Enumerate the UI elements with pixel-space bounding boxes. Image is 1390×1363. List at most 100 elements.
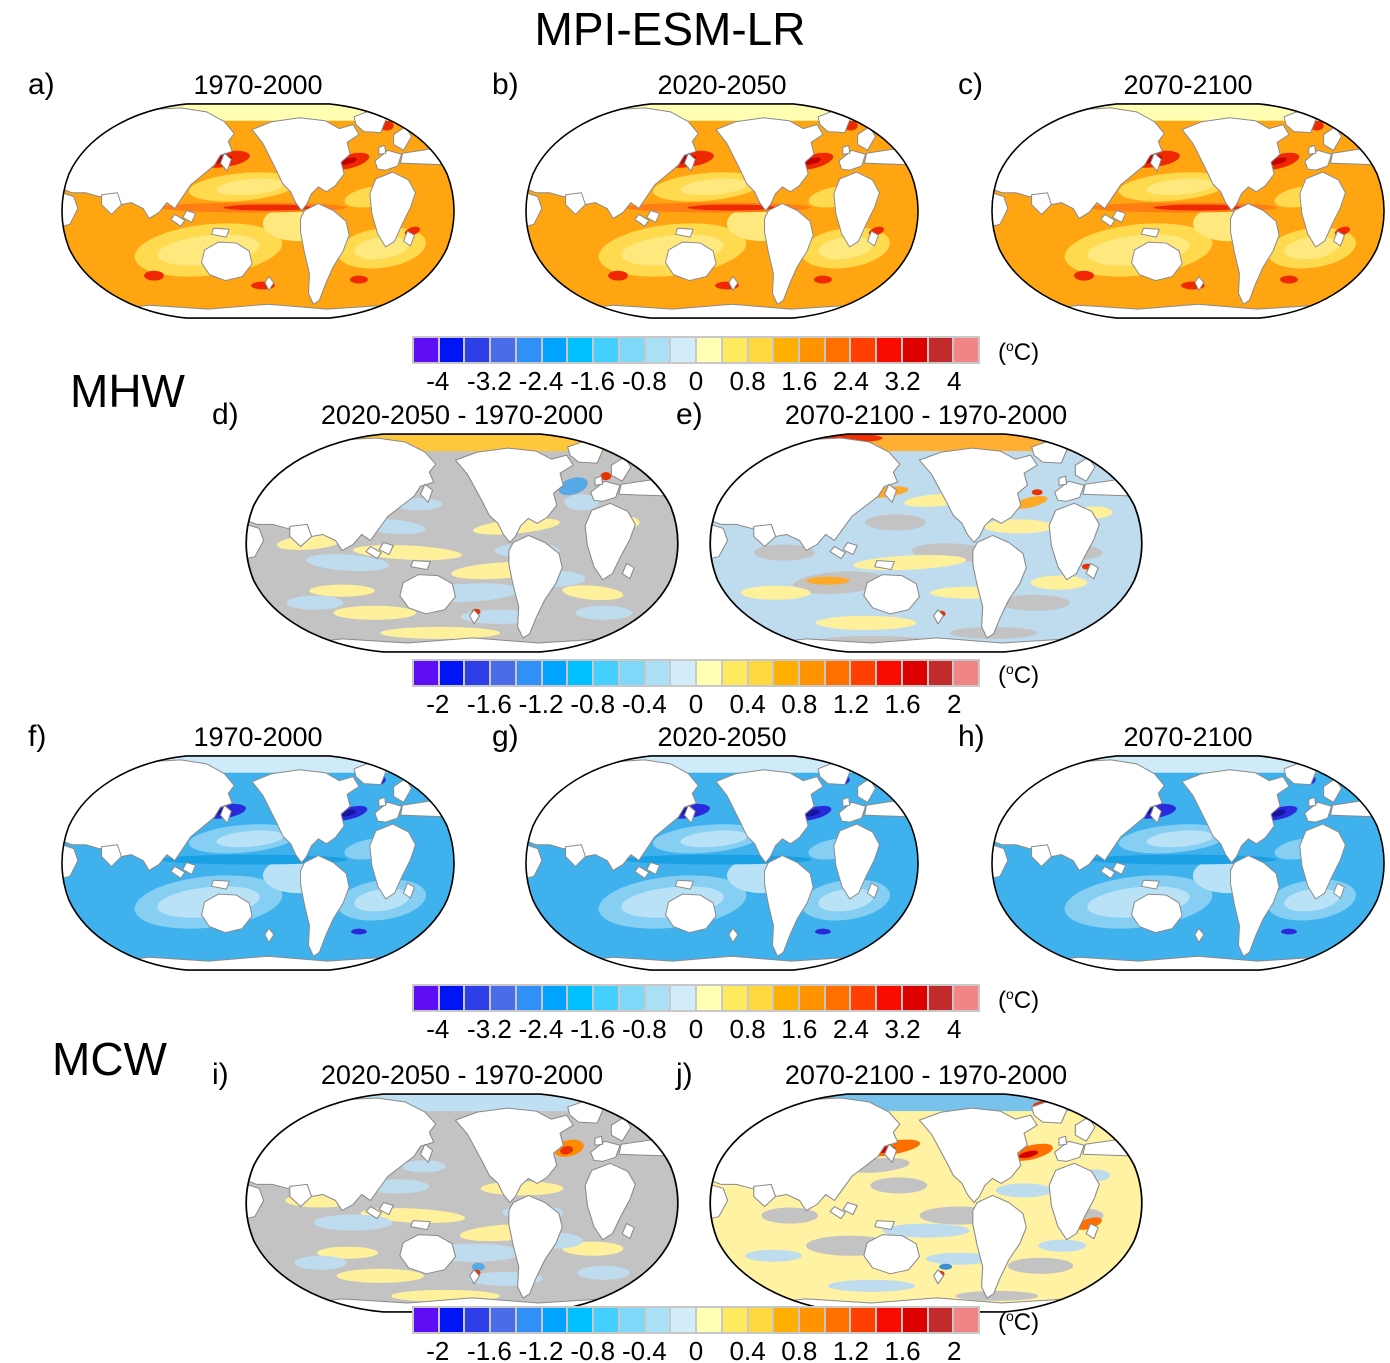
colorbar-segment <box>825 1308 850 1332</box>
world-map-b <box>524 100 920 322</box>
colorbar-segment <box>465 986 490 1010</box>
colorbar-tick-label: -0.4 <box>621 1336 667 1363</box>
colorbar-ticks: -4 -3.2 -2.4 -1.6 -0.8 0 0.8 1.6 2.4 3.2 4 <box>412 364 980 396</box>
panel-title-d: 2020-2050 - 1970-2000 <box>320 400 604 430</box>
colorbar-segment <box>902 661 927 685</box>
colorbar-segment <box>954 986 979 1010</box>
colorbar-bar <box>412 1306 980 1334</box>
panel-title-a: 1970-2000 <box>193 70 323 100</box>
colorbar-segment <box>954 1308 979 1332</box>
colorbar-segment <box>722 1308 747 1332</box>
colorbar-tick-label: -1.6 <box>570 366 616 396</box>
colorbar-segment <box>414 661 438 685</box>
world-map-svg <box>709 433 1143 653</box>
colorbar-segment <box>697 1308 721 1332</box>
panel-title-h: 2070-2100 <box>1123 722 1253 752</box>
colorbar-tick-label: 1.6 <box>781 366 818 396</box>
colorbar-segment <box>851 661 876 685</box>
colorbar-segment <box>594 661 618 685</box>
panel-label-h: h) <box>958 720 985 753</box>
ocean-layer <box>525 103 919 319</box>
colorbar-segment <box>414 1308 438 1332</box>
ocean-layer <box>246 1094 678 1312</box>
colorbar-segment <box>414 986 438 1010</box>
colorbar-tick-label: 0 <box>688 366 704 396</box>
panel-label-b: b) <box>492 68 519 101</box>
colorbar-segment <box>902 338 927 362</box>
colorbar-mcw-intensity: (oC) -4 -3.2 -2.4 -1.6 -0.8 0 0.8 1.6 2.4 3.2 4 <box>412 984 1112 1044</box>
colorbar-tick-label: 1.2 <box>832 1336 869 1363</box>
colorbar-segment <box>722 338 747 362</box>
land-shapes <box>525 759 919 971</box>
colorbar-segment <box>800 661 824 685</box>
colorbar-tick-label: 4 <box>946 1014 962 1044</box>
panel-label-j: j) <box>676 1058 693 1091</box>
colorbar-segment <box>671 338 696 362</box>
colorbar-segment <box>594 986 618 1010</box>
colorbar-segment <box>954 661 979 685</box>
colorbar-tick-label: -0.8 <box>570 689 616 719</box>
panel-title-i: 2020-2050 - 1970-2000 <box>320 1060 604 1090</box>
colorbar-segment <box>671 1308 696 1332</box>
panel-label-c: c) <box>958 68 983 101</box>
ocean-layer <box>61 755 455 971</box>
colorbar-tick-label: 0 <box>688 1014 704 1044</box>
colorbar-segment <box>748 986 773 1010</box>
colorbar-tick-label: -4 <box>426 1014 450 1044</box>
colorbar-tick-label: 2 <box>946 1336 962 1363</box>
land-shapes <box>61 759 455 971</box>
colorbar-tick-label: -4 <box>426 366 450 396</box>
colorbar-segment <box>645 1308 670 1332</box>
colorbar-tick-label: -3.2 <box>467 366 512 396</box>
colorbar-segment <box>825 661 850 685</box>
panel-title-e: 2070-2100 - 1970-2000 <box>784 400 1068 430</box>
colorbar-segment <box>516 338 541 362</box>
world-map-h <box>990 752 1386 974</box>
colorbar-segment <box>928 1308 953 1332</box>
colorbar-segment <box>645 661 670 685</box>
colorbar-segment <box>491 661 515 685</box>
colorbar-tick-label: 0 <box>688 1336 704 1363</box>
colorbar-segment <box>439 986 464 1010</box>
world-map-svg <box>709 1093 1143 1313</box>
colorbar-segment <box>619 1308 644 1332</box>
colorbar-segment <box>542 986 567 1010</box>
world-map-svg <box>525 755 919 971</box>
colorbar-segment <box>645 986 670 1010</box>
colorbar-segment <box>439 338 464 362</box>
colorbar-segment <box>697 338 721 362</box>
colorbar-segment <box>568 661 593 685</box>
colorbar-tick-label: 2 <box>946 689 962 719</box>
colorbar-tick-label: -2 <box>426 689 450 719</box>
colorbar-segment <box>774 661 799 685</box>
colorbar-tick-label: 0 <box>688 689 704 719</box>
world-map-svg <box>61 755 455 971</box>
colorbar-segment <box>491 338 515 362</box>
world-map-d <box>244 430 680 656</box>
colorbar-segment <box>465 1308 490 1332</box>
colorbar-segment <box>748 661 773 685</box>
colorbar-unit-label: (oC) <box>998 1308 1040 1336</box>
colorbar-segment <box>877 661 901 685</box>
colorbar-segment <box>671 986 696 1010</box>
world-map-f <box>60 752 456 974</box>
colorbar-segment <box>825 338 850 362</box>
colorbar-segment <box>594 1308 618 1332</box>
colorbar-segment <box>697 661 721 685</box>
world-map-a <box>60 100 456 322</box>
world-map-g <box>524 752 920 974</box>
panel-title-g: 2020-2050 <box>657 722 787 752</box>
colorbar-segment <box>877 338 901 362</box>
colorbar-unit-label: (oC) <box>998 338 1040 366</box>
colorbar-tick-label: 0.4 <box>729 689 766 719</box>
colorbar-segment <box>671 661 696 685</box>
world-map-c <box>990 100 1386 322</box>
land-shapes <box>710 437 1142 652</box>
colorbar-bar <box>412 336 980 364</box>
colorbar-segment <box>542 1308 567 1332</box>
colorbar-bar <box>412 984 980 1012</box>
colorbar-segment <box>542 338 567 362</box>
colorbar-segment <box>800 338 824 362</box>
ocean-layer <box>991 103 1385 319</box>
